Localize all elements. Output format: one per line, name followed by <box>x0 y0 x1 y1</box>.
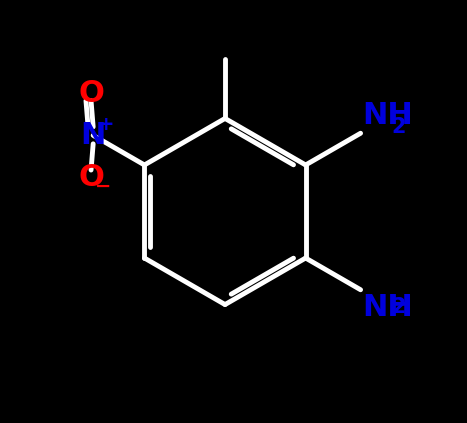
Text: NH: NH <box>363 293 413 322</box>
Text: 2: 2 <box>391 118 406 137</box>
Text: −: − <box>95 177 111 195</box>
Text: O: O <box>78 79 104 107</box>
Text: NH: NH <box>363 101 413 130</box>
Text: O: O <box>78 163 104 192</box>
Text: 2: 2 <box>391 297 406 316</box>
Text: +: + <box>98 115 114 134</box>
Text: N: N <box>80 121 106 150</box>
